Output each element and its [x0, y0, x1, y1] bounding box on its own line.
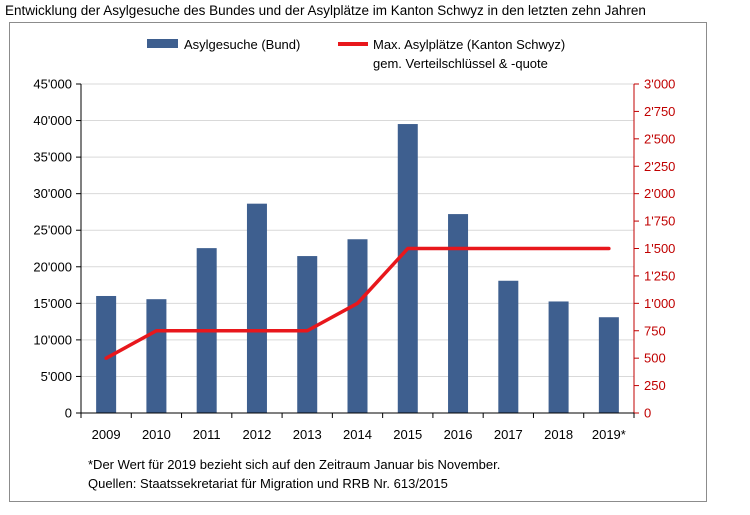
left-axis-tick-label: 30'000: [33, 186, 72, 201]
footnote-sources: Quellen: Staatssekretariat für Migration…: [88, 476, 448, 491]
legend: Asylgesuche (Bund) Max. Asylplätze (Kant…: [147, 37, 565, 71]
left-axis-tick-label: 40'000: [33, 113, 72, 128]
left-axis-tick-label: 0: [65, 406, 72, 421]
x-axis-tick-label: 2018: [544, 427, 573, 442]
axes: 0 5'000 10'000 15'000 20'000 25'000 30'000 35'0…: [33, 77, 675, 443]
right-axis-tick-label: 3'000: [644, 77, 675, 92]
x-axis-tick-label: 2014: [343, 427, 372, 442]
right-axis-tick-label: 2'500: [644, 131, 675, 146]
x-axis-tick-label: 2012: [242, 427, 271, 442]
left-axis-tick-label: 35'000: [33, 150, 72, 165]
x-axis-tick-label: 2009: [92, 427, 121, 442]
left-axis-tick-label: 20'000: [33, 259, 72, 274]
footnote-period: *Der Wert für 2019 bezieht sich auf den …: [88, 457, 501, 472]
x-axis-tick-label: 2013: [293, 427, 322, 442]
left-axis-tick-label: 10'000: [33, 332, 72, 347]
right-axis-tick-label: 2'750: [644, 104, 675, 119]
x-axis-tick-label: 2017: [494, 427, 523, 442]
legend-swatch-bar: [147, 39, 178, 48]
bar: [498, 280, 519, 413]
bar: [448, 214, 469, 413]
line-series: [104, 246, 611, 360]
x-axis-tick-label: 2011: [193, 427, 221, 442]
right-axis-tick-label: 750: [644, 323, 666, 338]
right-axis-tick-label: 0: [644, 406, 651, 421]
right-axis-tick-label: 1'500: [644, 241, 675, 256]
x-axis-tick-label: 2016: [444, 427, 473, 442]
right-axis-tick-label: 250: [644, 378, 666, 393]
x-axis-tick-label: 2019*: [592, 427, 626, 442]
bar-series: [96, 124, 619, 413]
right-axis-tick-label: 1'250: [644, 268, 675, 283]
bar: [598, 317, 619, 413]
bar: [146, 299, 167, 413]
bar: [548, 301, 569, 413]
bar: [397, 124, 418, 413]
left-axis-tick-label: 45'000: [33, 77, 72, 92]
bar: [297, 256, 318, 413]
x-axis-tick-label: 2010: [142, 427, 171, 442]
right-axis-tick-label: 2'250: [644, 159, 675, 174]
chart-title: Entwicklung der Asylgesuche des Bundes u…: [5, 3, 646, 18]
right-axis-tick-label: 1'750: [644, 214, 675, 229]
left-axis-tick-label: 5'000: [41, 369, 72, 384]
right-axis-tick-label: 1'000: [644, 296, 675, 311]
chart-frame: [9, 22, 707, 502]
bar: [347, 239, 368, 413]
right-axis-tick-label: 2'000: [644, 186, 675, 201]
left-axis-tick-label: 15'000: [33, 296, 72, 311]
right-axis-tick-label: 500: [644, 351, 666, 366]
bar: [96, 295, 117, 413]
legend-label-line-2: gem. Verteilschlüssel & -quote: [373, 56, 548, 71]
legend-label-bar: Asylgesuche (Bund): [184, 37, 300, 52]
bar: [246, 203, 267, 413]
left-axis-tick-label: 25'000: [33, 223, 72, 238]
legend-label-line-1: Max. Asylplätze (Kanton Schwyz): [373, 37, 565, 52]
x-axis-tick-label: 2015: [393, 427, 422, 442]
